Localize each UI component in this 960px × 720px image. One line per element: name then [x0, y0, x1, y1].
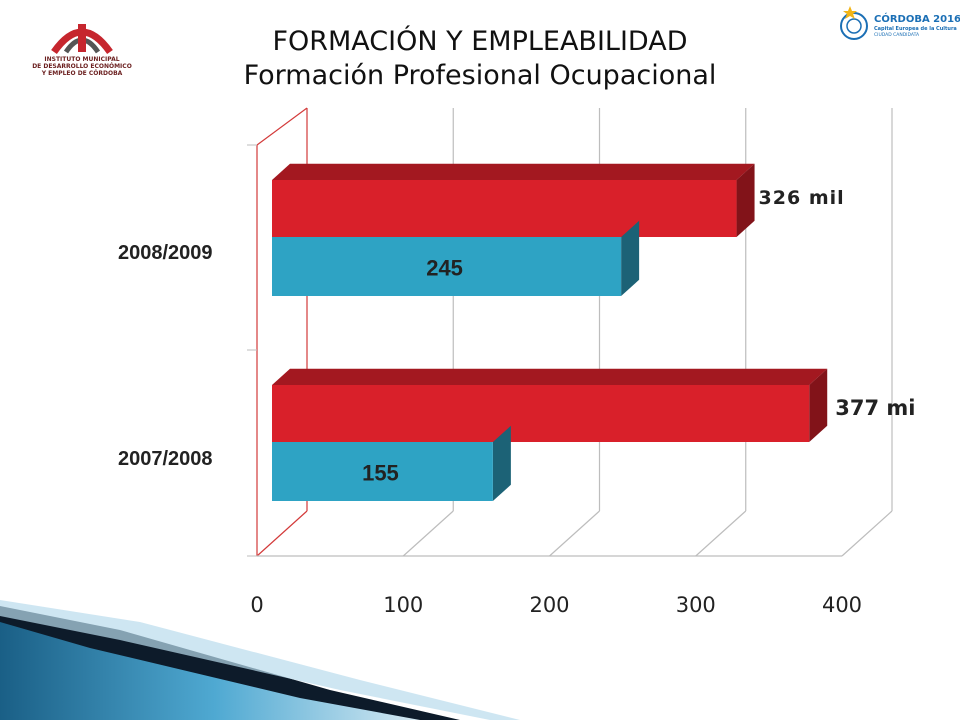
- title-line2: Formación Profesional Ocupacional: [243, 60, 717, 91]
- footer-swoosh: [0, 600, 520, 720]
- data-label-2008/2009-0: 326 mil: [759, 187, 845, 209]
- gridline-floor-100: [402, 510, 454, 557]
- bar-top-2007/2008-0: [272, 368, 828, 385]
- org-line-3: Y EMPLEO DE CÓRDOBA: [41, 70, 123, 77]
- bar-2008/2009-1: [272, 237, 622, 296]
- cordoba-emblem-icon: [840, 6, 868, 40]
- cordoba-line1: CÓRDOBA 2016: [874, 14, 960, 25]
- gridline-floor-400: [841, 510, 893, 557]
- bar-2007/2008-0: [272, 385, 810, 442]
- bar-side-2008/2009-1: [621, 220, 640, 296]
- chart-labels: 0 100 200 300 400 2008/2009 326 mil 245 2007/200…: [118, 187, 915, 617]
- bar-top-2008/2009-0: [272, 163, 755, 180]
- bar-2007/2008-1: [272, 442, 493, 501]
- bar-side-2008/2009-0: [736, 163, 755, 237]
- bar-2008/2009-0: [272, 180, 737, 237]
- org-line-2: DE DESARROLLO ECONÓMICO: [32, 63, 132, 70]
- wall-top-edge: [256, 107, 308, 146]
- cordoba-line3: CIUDAD CANDIDATA: [874, 33, 920, 38]
- bar-side-2007/2008-1: [492, 425, 511, 501]
- category-label-2007/2008: 2007/2008: [118, 448, 213, 470]
- org-line-1: INSTITUTO MUNICIPAL: [44, 56, 120, 63]
- category-label-2008/2009: 2008/2009: [118, 242, 213, 264]
- cordoba-line2: Capital Europea de la Cultura: [874, 26, 957, 32]
- x-tick-label-0: 0: [250, 593, 263, 617]
- data-label-2008/2009-1: 245: [426, 256, 463, 281]
- gridline-floor-200: [549, 510, 600, 557]
- chart-axes: [247, 107, 842, 557]
- x-tick-label-300: 300: [676, 593, 716, 617]
- x-tick-label-400: 400: [822, 593, 862, 617]
- institute-logo: INSTITUTO MUNICIPAL DE DESARROLLO ECONÓM…: [22, 18, 142, 80]
- data-label-2007/2008-0: 377 mi: [835, 396, 915, 420]
- bar-side-2007/2008-0: [809, 368, 828, 442]
- institute-emblem-icon: [51, 24, 113, 55]
- chart-bars: [272, 163, 828, 501]
- title-line1: FORMACIÓN Y EMPLEABILIDAD: [272, 26, 688, 57]
- x-tick-label-200: 200: [529, 593, 569, 617]
- x-tick-label-100: 100: [383, 593, 423, 617]
- cordoba-2016-logo: CÓRDOBA 2016 Capital Europea de la Cultu…: [836, 4, 960, 44]
- gridline-floor-0: [256, 510, 308, 557]
- gridline-floor-300: [695, 510, 747, 557]
- data-label-2007/2008-1: 155: [362, 461, 399, 486]
